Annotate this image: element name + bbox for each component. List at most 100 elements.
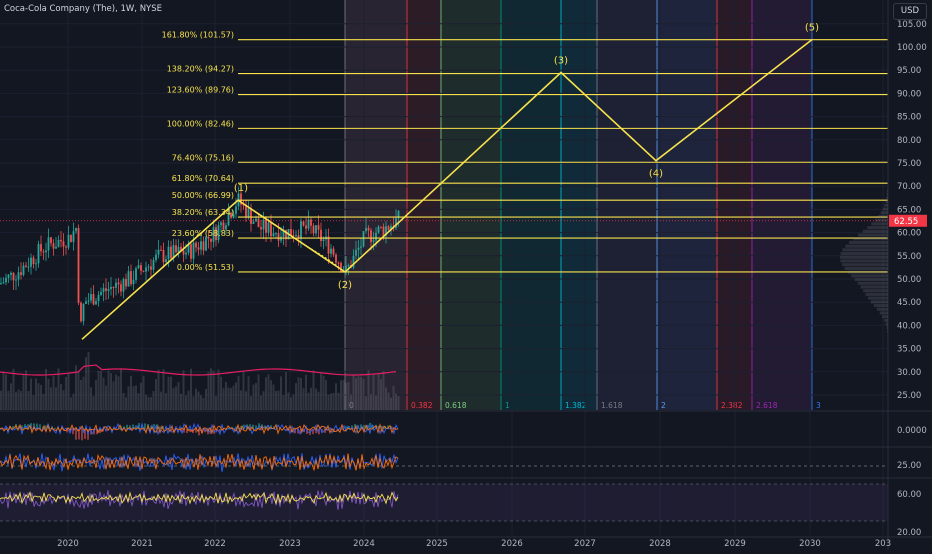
time-axis-label: 2028 (649, 539, 671, 549)
volume-bar (70, 397, 72, 410)
candle-body (128, 271, 130, 286)
volume-bar (5, 375, 7, 410)
candle-body (78, 228, 80, 303)
volume-bar (185, 395, 187, 410)
candle-body (18, 272, 20, 279)
volume-bar (288, 393, 290, 410)
candle-body (103, 288, 105, 292)
candle-body (388, 226, 390, 229)
volume-bar (383, 371, 385, 410)
candle-body (120, 284, 122, 291)
price-axis-label: 25.00 (897, 391, 921, 401)
volume-bar (0, 391, 2, 410)
candle-body (158, 250, 160, 255)
volume-bar (183, 370, 185, 410)
candle-body (88, 300, 90, 301)
volume-bar (265, 377, 267, 410)
candle-body (98, 295, 100, 301)
volume-bar (280, 376, 282, 410)
candle-body (70, 235, 72, 242)
volume-bar (393, 386, 395, 410)
volume-bar (283, 395, 285, 410)
volume-bar (398, 396, 400, 410)
macd-histogram-bar (75, 429, 77, 440)
candle-body (358, 248, 360, 250)
candle-body (135, 268, 137, 280)
volume-bar (258, 374, 260, 410)
volume-profile-bar (858, 234, 888, 237)
volume-bar (68, 373, 70, 410)
volume-profile-bar (863, 230, 888, 233)
candle-body (75, 228, 77, 231)
volume-bar (8, 391, 10, 410)
volume-bar (180, 394, 182, 410)
time-axis-label: 2024 (353, 539, 375, 549)
candle-body (38, 244, 40, 263)
volume-bar (318, 392, 320, 410)
candle-body (25, 266, 27, 267)
symbol-title[interactable]: Coca-Cola Company (The), 1W, NYSE (4, 4, 162, 14)
candle-body (118, 283, 120, 285)
volume-bar (323, 375, 325, 410)
candle-body (138, 265, 140, 268)
fib-zone-label: 3 (816, 401, 821, 410)
candle-body (20, 272, 22, 275)
volume-bar (88, 352, 90, 410)
volume-bar (390, 398, 392, 410)
price-axis-label: 85.00 (897, 113, 921, 123)
candle-body (168, 247, 170, 259)
candle-body (383, 227, 385, 236)
candle-body (183, 251, 185, 255)
fib-zone-label: 2.382 (721, 401, 743, 410)
candle-body (105, 288, 107, 291)
macd-histogram-bar (54, 428, 56, 429)
volume-bar (145, 395, 147, 410)
volume-bar (108, 371, 110, 410)
fib-zone-label: 1.382 (565, 401, 587, 410)
volume-bar (213, 371, 215, 410)
volume-bar (30, 378, 32, 410)
volume-bar (320, 374, 322, 410)
volume-profile-bar (851, 274, 888, 277)
candle-body (315, 225, 317, 233)
candle-body (50, 237, 52, 243)
price-axis-label: 80.00 (897, 136, 921, 146)
price-axis-label: 105.00 (897, 20, 927, 30)
volume-bar (25, 370, 27, 410)
volume-bar (85, 357, 87, 410)
currency-button[interactable]: USD (893, 3, 927, 20)
candle-body (250, 208, 252, 224)
candle-body (363, 231, 365, 246)
volume-bar (205, 389, 207, 410)
candle-body (90, 294, 92, 300)
candle-body (0, 283, 2, 284)
candle-body (330, 249, 332, 254)
time-axis-label: 2029 (724, 539, 746, 549)
elliott-wave-label: (3) (554, 56, 568, 67)
price-axis-label: 40.00 (897, 321, 921, 331)
candle-body (260, 227, 262, 229)
volume-bar (178, 382, 180, 410)
volume-profile-bar (875, 219, 888, 222)
volume-bar (175, 386, 177, 410)
candle-body (43, 251, 45, 252)
volume-bar (368, 370, 370, 410)
candle-body (338, 263, 340, 264)
volume-bar (28, 391, 30, 410)
volume-profile-bar (877, 308, 888, 311)
volume-bar (73, 394, 75, 410)
elliott-wave-label: (2) (338, 280, 352, 291)
volume-bar (18, 390, 20, 410)
volume-bar (215, 396, 217, 410)
candle-body (355, 250, 357, 256)
price-axis-label: 75.00 (897, 159, 921, 169)
volume-bar (275, 391, 277, 410)
candle-body (65, 247, 67, 248)
volume-profile-bar (848, 271, 888, 274)
candle-body (33, 258, 35, 264)
volume-bar (300, 378, 302, 410)
rsi-axis-label: 60.00 (897, 490, 921, 500)
